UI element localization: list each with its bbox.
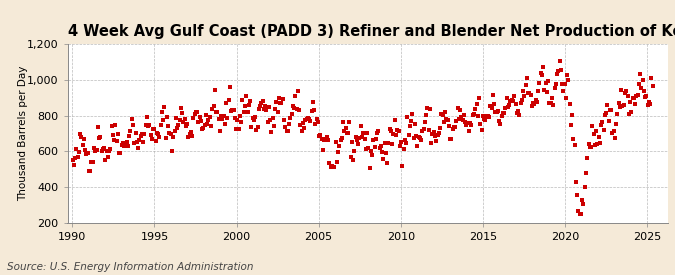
Y-axis label: Thousand Barrels per Day: Thousand Barrels per Day [18,66,28,201]
Text: Source: U.S. Energy Information Administration: Source: U.S. Energy Information Administ… [7,262,253,272]
Text: 4 Week Avg Gulf Coast (PADD 3) Refiner and Blender Net Production of Kerosene-Ty: 4 Week Avg Gulf Coast (PADD 3) Refiner a… [68,24,675,39]
